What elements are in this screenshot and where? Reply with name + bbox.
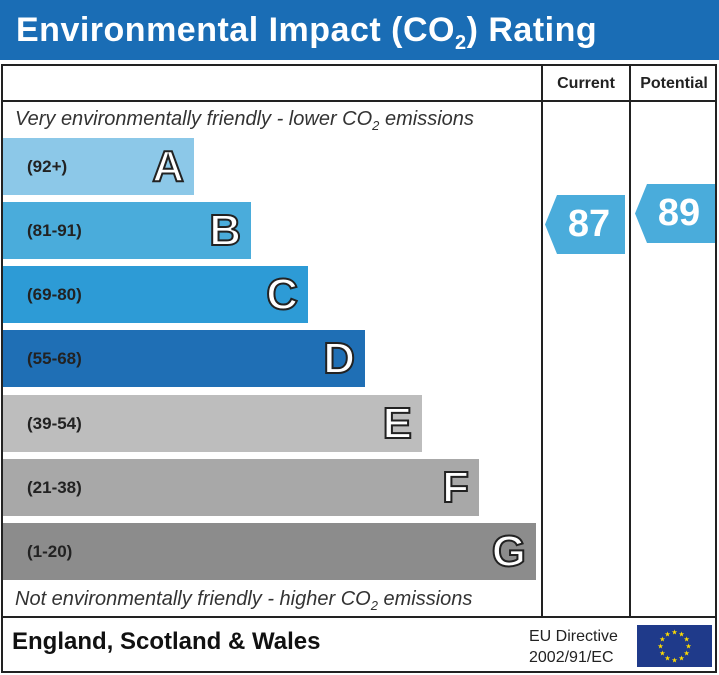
band-range: (1-20) xyxy=(27,542,73,561)
title-text: Environmental Impact (CO xyxy=(16,11,455,49)
current-rating-arrow: 87 xyxy=(545,195,625,254)
star-icon: ★ xyxy=(685,643,691,651)
band-g: (1-20) G xyxy=(3,523,536,580)
note-sub: 2 xyxy=(370,598,378,613)
star-icon: ★ xyxy=(678,630,684,638)
title-sub: 2 xyxy=(454,31,467,54)
band-range: (21-38) xyxy=(27,478,82,497)
band-a: (92+) A xyxy=(3,138,194,195)
divider xyxy=(541,64,543,617)
star-icon: ★ xyxy=(683,650,689,658)
star-icon: ★ xyxy=(678,655,684,663)
note-text: Not environmentally friendly - higher CO xyxy=(15,588,371,610)
rating-frame xyxy=(1,64,717,673)
title-suffix: ) Rating xyxy=(466,11,598,49)
band-letter: G xyxy=(491,526,527,577)
directive-line: EU Directive xyxy=(529,628,618,645)
band-c: (69-80) C xyxy=(3,266,308,323)
eu-flag-icon: ★ ★★★★★★★★★★★ xyxy=(637,625,712,667)
current-header: Current xyxy=(557,75,615,92)
band-range: (55-68) xyxy=(27,349,82,368)
top-note: Very environmentally friendly - lower CO… xyxy=(15,108,474,133)
band-b: (81-91) B xyxy=(3,202,251,259)
band-letter: C xyxy=(265,269,299,320)
band-letter: B xyxy=(208,205,242,256)
band-letter: A xyxy=(151,141,185,192)
star-icon: ★ xyxy=(671,629,677,637)
band-range: (69-80) xyxy=(27,285,82,304)
divider xyxy=(629,64,631,617)
band-range: (39-54) xyxy=(27,414,82,433)
band-range: (92+) xyxy=(27,157,68,176)
directive-line: 2002/91/EC xyxy=(529,649,614,666)
divider xyxy=(1,616,717,618)
note-suffix: emissions xyxy=(377,588,473,610)
page-title: Environmental Impact (CO2) Rating xyxy=(0,0,719,60)
star-icon: ★ xyxy=(671,657,677,665)
star-icon: ★ xyxy=(659,650,665,658)
potential-header: Potential xyxy=(640,75,708,92)
note-sub: 2 xyxy=(372,118,380,133)
band-range: (81-91) xyxy=(27,221,82,240)
divider xyxy=(1,100,717,102)
band-letter: E xyxy=(382,398,413,449)
bottom-note: Not environmentally friendly - higher CO… xyxy=(15,588,472,613)
band-f: (21-38) F xyxy=(3,459,479,516)
star-icon: ★ xyxy=(664,655,670,663)
potential-rating-arrow: 89 xyxy=(635,184,715,243)
band-e: (39-54) E xyxy=(3,395,422,452)
region-label: England, Scotland & Wales xyxy=(12,628,321,655)
eu-directive: EU Directive 2002/91/EC xyxy=(529,626,618,668)
star-icon: ★ xyxy=(683,636,689,644)
note-suffix: emissions xyxy=(379,108,474,130)
band-letter: F xyxy=(441,462,470,513)
band-letter: D xyxy=(322,333,356,384)
note-text: Very environmentally friendly - lower CO xyxy=(15,108,373,130)
star-icon: ★ xyxy=(657,643,663,651)
star-icon: ★ xyxy=(664,630,670,638)
star-icon: ★ xyxy=(659,636,665,644)
band-d: (55-68) D xyxy=(3,330,365,387)
